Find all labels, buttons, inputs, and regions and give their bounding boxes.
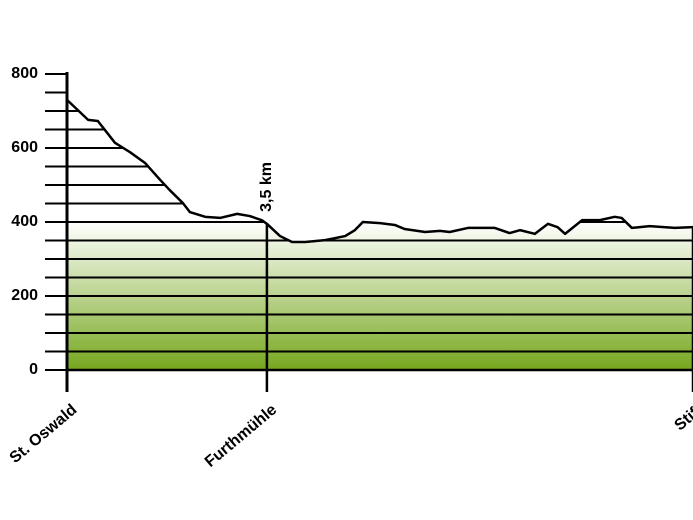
x-tick-label: Furthmühle [202, 401, 280, 471]
y-tick-label: 600 [11, 139, 38, 156]
y-tick-label: 200 [11, 287, 38, 304]
profile-line [66, 98, 693, 244]
y-tick-label: 800 [11, 65, 38, 82]
y-tick-label: 0 [29, 361, 38, 378]
distance-annotation: 3,5 km [258, 162, 275, 212]
y-tick-label: 400 [11, 213, 38, 230]
x-tick-label: St. Oswald [7, 401, 81, 467]
x-tick-label: Stift [672, 401, 693, 434]
